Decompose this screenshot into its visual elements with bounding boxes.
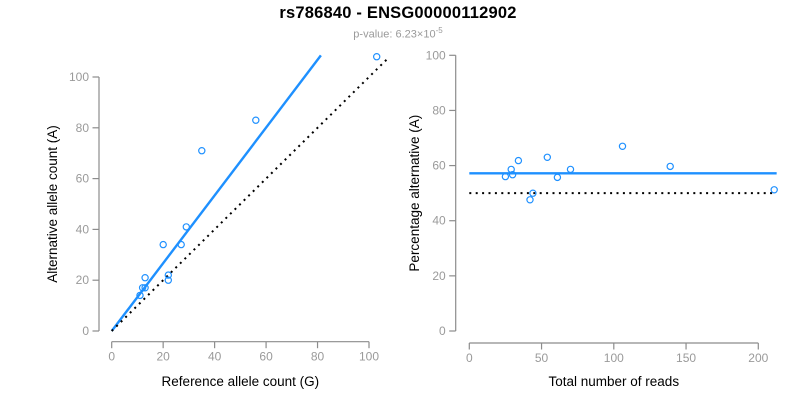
x-tick-label: 150 (676, 351, 696, 365)
data-point (618, 142, 627, 150)
data-point (164, 276, 172, 284)
figure-title: rs786840 - ENSG00000112902 (279, 4, 517, 22)
y-tick-label: 60 (432, 159, 446, 173)
x-tick-label: 200 (748, 351, 768, 365)
data-point (198, 146, 206, 155)
data-point (501, 172, 510, 181)
y-tick-label: 80 (432, 103, 446, 117)
pvalue-exponent: -5 (435, 26, 443, 35)
identity-line (110, 57, 389, 332)
x-tick-label: 50 (535, 351, 549, 365)
data-point (252, 116, 260, 124)
x-tick-label: 100 (604, 351, 624, 365)
y-tick-label: 40 (76, 222, 90, 236)
data-point (373, 53, 381, 61)
y-tick-label: 20 (76, 273, 90, 287)
data-point (136, 291, 144, 300)
x-axis-title: Reference allele count (G) (162, 374, 320, 389)
pvalue-text: p-value: 6.23×10 (353, 28, 436, 41)
data-point (164, 271, 172, 279)
y-tick-label: 100 (69, 70, 89, 84)
data-point (529, 189, 537, 197)
axes-allele-counts: 0 20 40 60 80 100 0 20 40 60 80 100 Reference allele… (45, 70, 379, 389)
data-point (141, 284, 149, 292)
plot-allele-counts: 0 20 40 60 80 100 0 20 40 60 80 100 Reference allele… (45, 53, 389, 389)
figure-subtitle: p-value: 6.23×10-5 (0, 26, 796, 41)
data-point (566, 165, 575, 174)
y-tick-label: 0 (82, 324, 89, 338)
points-allele-counts (136, 53, 381, 300)
y-axis-title: Percentage alternative (A) (407, 115, 422, 272)
data-point (182, 223, 190, 231)
x-tick-label: 60 (259, 350, 273, 364)
y-tick-label: 100 (426, 48, 446, 62)
data-point (508, 170, 517, 179)
x-tick-label: 0 (466, 351, 473, 365)
data-point (770, 186, 778, 194)
data-point (514, 156, 523, 165)
data-point (138, 284, 147, 292)
data-point (553, 173, 562, 182)
x-tick-label: 80 (311, 350, 325, 364)
data-point (141, 274, 149, 282)
y-tick-label: 20 (432, 269, 446, 283)
y-tick-label: 80 (76, 121, 90, 135)
data-point (159, 240, 167, 249)
x-tick-label: 0 (108, 350, 115, 364)
x-tick-label: 20 (156, 350, 170, 364)
y-tick-label: 60 (76, 172, 90, 186)
x-tick-label: 40 (208, 350, 222, 364)
data-point (507, 165, 515, 174)
y-tick-label: 40 (432, 214, 446, 228)
y-tick-label: 0 (439, 324, 446, 338)
data-point (526, 196, 534, 204)
data-point (666, 162, 674, 171)
y-axis-title: Alternative allele count (A) (45, 125, 60, 283)
data-point (177, 240, 185, 249)
figure-header: rs786840 - ENSG00000112902 p-value: 6.23… (0, 4, 796, 41)
x-tick-label: 100 (359, 350, 379, 364)
axes-percentage-reads: 0 50 100 150 200 0 20 40 60 80 100 Total number of … (407, 48, 769, 389)
x-axis-title: Total number of reads (549, 374, 680, 389)
plot-percentage-reads: 0 50 100 150 200 0 20 40 60 80 100 Total number of … (407, 48, 778, 389)
data-point (543, 153, 552, 161)
points-percentage-reads (501, 142, 778, 204)
